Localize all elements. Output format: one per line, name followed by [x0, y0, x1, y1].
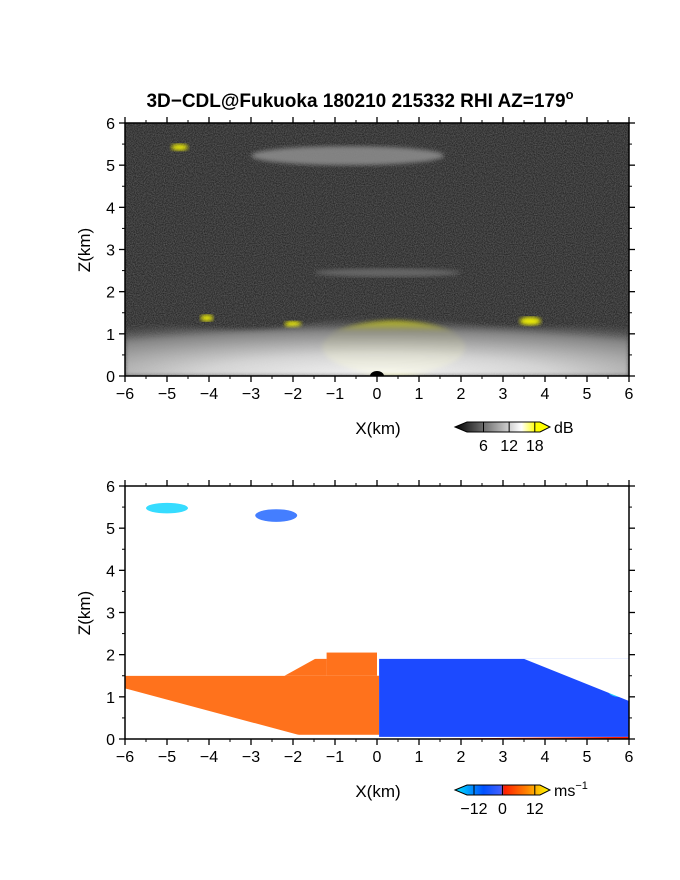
- velocity-mid-cloud: [255, 509, 298, 522]
- x-tick-label: −6: [116, 386, 134, 403]
- y-tick-label: 0: [106, 732, 115, 749]
- colorbar-tick-label: 0: [498, 801, 507, 818]
- y-tick-label: 5: [106, 158, 115, 175]
- colorbar-tick-label: 12: [526, 801, 544, 818]
- y-tick-label: 1: [106, 327, 115, 344]
- colorbar-unit: ms−1: [554, 780, 588, 800]
- backscatter-saturated-echo: [200, 314, 214, 322]
- x-tick-label: −2: [284, 386, 302, 403]
- x-tick-label: −4: [200, 749, 218, 766]
- colorbar-unit: dB: [554, 420, 574, 437]
- x-tick-label: −3: [242, 749, 260, 766]
- y-tick-label: 3: [106, 243, 115, 260]
- y-tick-label: 2: [106, 648, 115, 665]
- figure-title: 3D−CDL@Fukuoka 180210 215332 RHI AZ=179o: [146, 87, 573, 112]
- x-tick-label: 0: [373, 386, 382, 403]
- x-tick-label: 0: [373, 749, 382, 766]
- y-tick-label: 4: [106, 200, 115, 217]
- x-tick-label: 2: [457, 386, 466, 403]
- colorbar-tick-label: −12: [460, 801, 487, 818]
- velocity-mask-upper-right: [524, 658, 629, 702]
- x-tick-label: 2: [457, 749, 466, 766]
- colorbar-tick-label: 6: [479, 438, 488, 455]
- y-tick-label: 5: [106, 521, 115, 538]
- x-tick-label: −5: [158, 386, 176, 403]
- velocity-ylabel: Z(km): [75, 591, 94, 635]
- x-tick-label: 4: [541, 386, 550, 403]
- colorbar-tick-label: 12: [500, 438, 518, 455]
- y-tick-label: 6: [106, 116, 115, 133]
- x-tick-label: 1: [415, 749, 424, 766]
- x-tick-label: 5: [583, 386, 592, 403]
- x-tick-label: 5: [583, 749, 592, 766]
- velocity-mask-upper-left: [125, 652, 327, 676]
- x-tick-label: −2: [284, 749, 302, 766]
- x-tick-label: −6: [116, 749, 134, 766]
- y-tick-label: 1: [106, 690, 115, 707]
- velocity-receding-region: [326, 652, 377, 676]
- backscatter-ylabel: Z(km): [75, 228, 94, 272]
- x-tick-label: 6: [625, 386, 634, 403]
- x-tick-label: 6: [625, 749, 634, 766]
- velocity-xlabel: X(km): [355, 782, 400, 801]
- y-tick-label: 6: [106, 479, 115, 496]
- backscatter-boundary-layer: [125, 315, 629, 376]
- lidar-site-marker: [370, 371, 384, 376]
- x-tick-label: −1: [326, 386, 344, 403]
- x-tick-label: 3: [499, 749, 508, 766]
- y-tick-label: 2: [106, 285, 115, 302]
- x-tick-label: −1: [326, 749, 344, 766]
- y-tick-label: 4: [106, 563, 115, 580]
- velocity-fast-approaching-clouds: [146, 502, 188, 514]
- y-tick-label: 3: [106, 606, 115, 623]
- x-tick-label: 4: [541, 749, 550, 766]
- velocity-mask-lower-left: [125, 688, 314, 739]
- colorbar-tick-label: 18: [526, 438, 544, 455]
- backscatter-saturated-echo: [519, 316, 541, 326]
- backscatter-aerosol-layer: [314, 268, 461, 277]
- x-tick-label: 1: [415, 386, 424, 403]
- x-tick-label: −4: [200, 386, 218, 403]
- y-tick-label: 0: [106, 369, 115, 386]
- colorbar-unit-exponent: −1: [575, 780, 588, 792]
- x-tick-label: −5: [158, 749, 176, 766]
- colorbar-bar: [453, 421, 552, 433]
- backscatter-xlabel: X(km): [355, 419, 400, 438]
- x-tick-label: −3: [242, 386, 260, 403]
- backscatter-saturated-echo: [171, 144, 189, 151]
- backscatter-upper-cloud: [251, 146, 445, 166]
- x-tick-label: 3: [499, 386, 508, 403]
